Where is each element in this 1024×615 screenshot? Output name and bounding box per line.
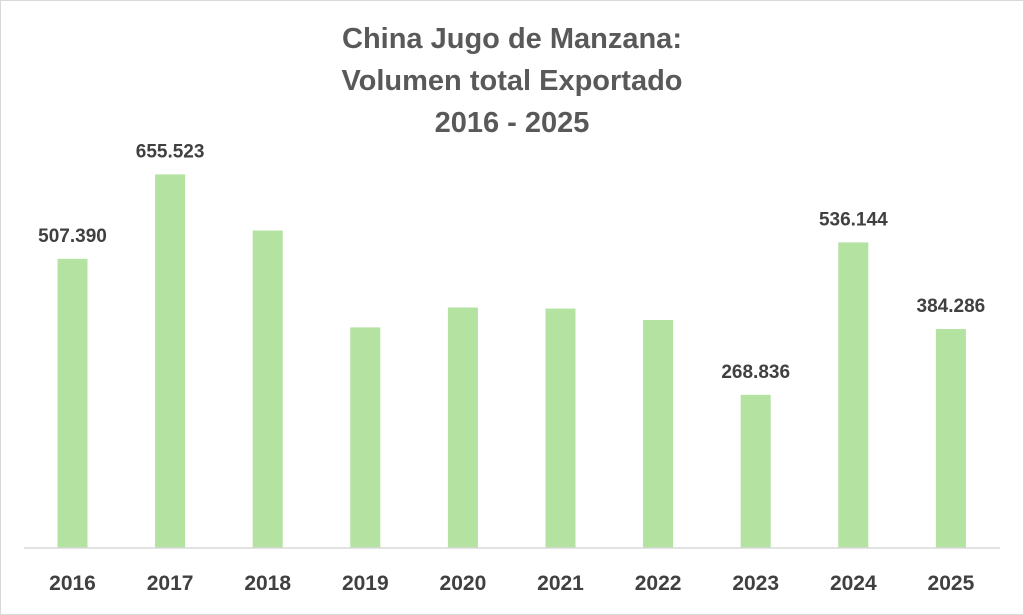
- bar-2025: [935, 329, 966, 548]
- data-label-2024: 536.144: [819, 209, 888, 230]
- x-tick-label-2018: 2018: [244, 572, 291, 595]
- bar-2018: [252, 230, 283, 548]
- bar-2024: [838, 242, 869, 548]
- bar-2017: [155, 174, 186, 548]
- data-label-2017: 655.523: [136, 141, 205, 162]
- bar-2021: [545, 308, 576, 548]
- chart-title: China Jugo de Manzana: Volumen total Exp…: [0, 18, 1024, 144]
- data-label-2016: 507.390: [38, 226, 107, 247]
- x-tick-label-2017: 2017: [147, 572, 194, 595]
- x-tick-label-2025: 2025: [928, 572, 975, 595]
- bar-2022: [643, 320, 674, 548]
- x-tick-label-2020: 2020: [440, 572, 487, 595]
- bar-2016: [57, 258, 88, 548]
- x-tick-label-2024: 2024: [830, 572, 877, 595]
- chart-title-line-1: China Jugo de Manzana:: [342, 23, 682, 55]
- chart-title-line-2: Volumen total Exportado: [341, 65, 683, 97]
- bar-2019: [350, 327, 381, 548]
- data-label-2023: 268.836: [721, 362, 790, 383]
- bar-2020: [447, 307, 478, 548]
- x-tick-label-2016: 2016: [49, 572, 96, 595]
- data-label-2025: 384.286: [917, 296, 986, 317]
- x-tick-label-2021: 2021: [537, 572, 584, 595]
- x-tick-label-2019: 2019: [342, 572, 389, 595]
- chart-title-line-3: 2016 - 2025: [434, 107, 590, 139]
- bar-2023: [740, 394, 771, 548]
- x-tick-label-2022: 2022: [635, 572, 682, 595]
- x-tick-labels-group: 2016 2017 2018 2019 2020 2021 2022 2023 2024 2025: [49, 572, 974, 595]
- bars-group: [57, 174, 966, 548]
- x-tick-label-2023: 2023: [732, 572, 779, 595]
- data-labels-group: 507.390 655.523 268.836 536.144 384.286: [38, 141, 985, 382]
